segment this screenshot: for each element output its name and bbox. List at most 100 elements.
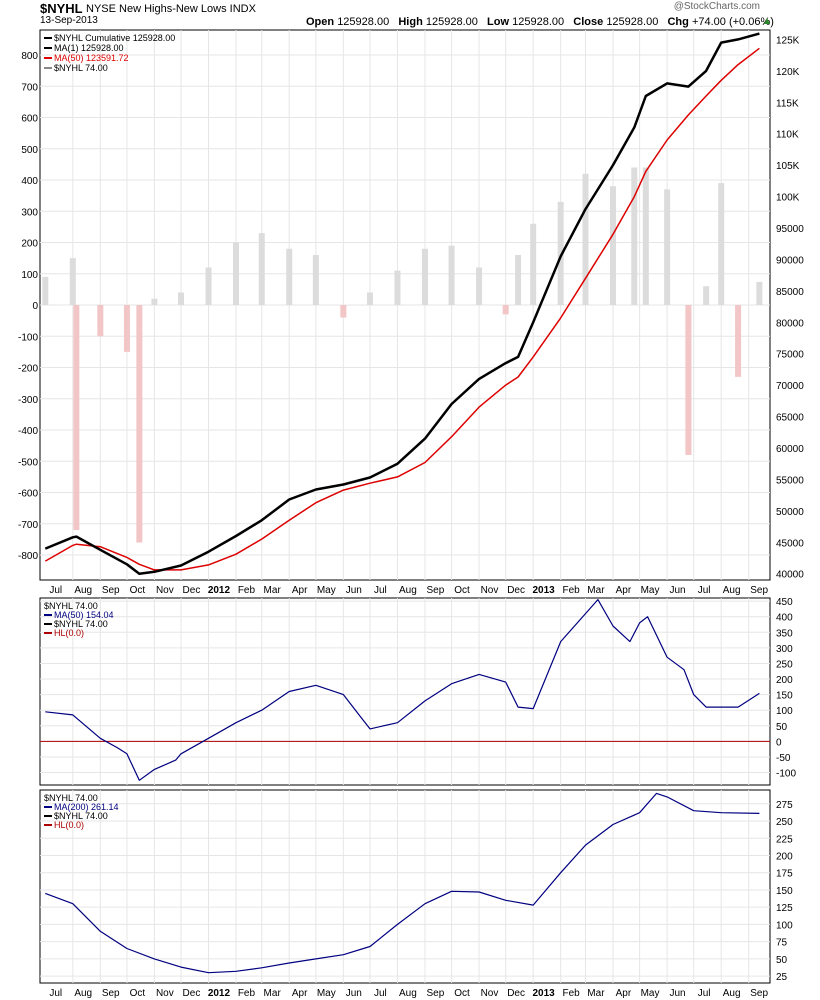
histogram-bar [136, 305, 143, 543]
panel-frame-bottom [39, 789, 771, 984]
x-tick-label: Aug [723, 988, 741, 999]
cumulative-line [44, 32, 760, 575]
histogram-bar [312, 255, 319, 305]
x-tick-label: Sep [426, 988, 444, 999]
right-tick-label: 125K [776, 35, 800, 46]
x-tick-label: Nov [481, 585, 499, 596]
x-tick-label: Feb [562, 988, 580, 999]
middle-tick-label: -100 [776, 769, 796, 780]
middle-tick-label: 250 [776, 659, 793, 670]
middle-tick-label: -50 [776, 753, 791, 764]
left-tick-label: 0 [32, 301, 38, 312]
histogram-bar [286, 248, 293, 305]
histogram-bar [233, 242, 240, 305]
middle-ma-line [45, 599, 760, 781]
histogram-bar [366, 292, 373, 305]
left-tick-label: -800 [18, 551, 38, 562]
x-tick-label: Aug [399, 988, 417, 999]
middle-tick-label: 350 [776, 628, 793, 639]
bottom-legend-entry: $NYHL 74.00 [44, 793, 98, 803]
x-tick-label: Jul [49, 988, 62, 999]
close-value: 125928.00 [606, 16, 659, 28]
chg-value: +74.00 (+0.06%) [691, 16, 774, 28]
left-tick-label: 100 [21, 270, 38, 281]
x-tick-label: 2013 [532, 585, 555, 596]
x-tick-label: Mar [264, 585, 282, 596]
x-tick-label: 2012 [208, 988, 231, 999]
x-tick-label: Mar [587, 585, 605, 596]
right-tick-label: 45000 [776, 538, 804, 549]
x-tick-label: Jul [49, 585, 62, 596]
histogram-bar [42, 276, 49, 305]
bottom-ma-line [45, 792, 760, 974]
x-tick-label: May [641, 988, 660, 999]
histogram-bar [448, 245, 455, 305]
left-tick-label: -700 [18, 520, 38, 531]
index-name-text: NYSE New Highs-New Lows [86, 3, 227, 15]
symbol-title: $NYHL [40, 1, 83, 16]
watermark: @StockCharts.com [673, 1, 760, 12]
histogram-bar [582, 173, 589, 305]
x-tick-label: 2012 [208, 585, 231, 596]
x-tick-label: Jul [698, 585, 711, 596]
x-tick-label: May [317, 988, 336, 999]
middle-tick-label: 0 [776, 737, 782, 748]
bottom-tick-label: 200 [776, 851, 793, 862]
high-value: 125928.00 [425, 16, 478, 28]
x-tick-label: Aug [74, 585, 92, 596]
x-tick-label: Sep [102, 585, 120, 596]
x-tick-label: Feb [238, 585, 256, 596]
right-tick-label: 60000 [776, 444, 804, 455]
legend-entry: $NYHL 74.00 [54, 63, 108, 73]
left-tick-label: 600 [21, 114, 38, 125]
chg-label: Chg [667, 16, 689, 28]
middle-legend-entry: MA(50) 154.04 [54, 610, 114, 620]
x-tick-label: Jun [669, 988, 685, 999]
x-tick-label: Dec [183, 988, 201, 999]
histogram-bar [756, 281, 763, 305]
bottom-tick-label: 50 [776, 955, 788, 966]
middle-tick-label: 200 [776, 675, 793, 686]
chart-date: 13-Sep-2013 [40, 15, 98, 26]
ma50-line [44, 47, 760, 571]
histogram-bar [123, 305, 130, 352]
left-tick-label: 800 [21, 51, 38, 62]
x-tick-label: Sep [426, 585, 444, 596]
left-tick-label: -500 [18, 457, 38, 468]
histogram-bar [69, 258, 76, 305]
histogram-bar [530, 223, 537, 305]
right-tick-label: 50000 [776, 507, 804, 518]
x-tick-label: May [641, 585, 660, 596]
histogram-bar [515, 255, 522, 305]
x-tick-label: Aug [399, 585, 417, 596]
bottom-legend-entry: HL(0.0) [54, 820, 84, 830]
legend-entry: MA(50) 123591.72 [54, 53, 129, 63]
x-tick-label: Apr [292, 988, 308, 999]
left-tick-label: 300 [21, 207, 38, 218]
right-tick-label: 115K [776, 98, 799, 109]
open-label: Open [306, 16, 335, 28]
panel-frame-middle [39, 597, 771, 786]
left-tick-label: -100 [18, 332, 38, 343]
up-triangle-icon: ▲ [762, 16, 772, 27]
middle-legend-entry: $NYHL 74.00 [54, 619, 108, 629]
right-tick-label: 90000 [776, 255, 804, 266]
left-tick-label: 400 [21, 176, 38, 187]
right-tick-label: 75000 [776, 350, 804, 361]
x-tick-label: Oct [130, 585, 146, 596]
x-tick-label: Jul [374, 988, 387, 999]
histogram-bar [151, 298, 158, 305]
right-tick-label: 110K [776, 130, 799, 141]
x-tick-label: Oct [454, 585, 470, 596]
histogram-bar [258, 233, 265, 305]
right-tick-label: 85000 [776, 287, 804, 298]
middle-tick-label: 100 [776, 706, 793, 717]
bottom-tick-label: 150 [776, 886, 793, 897]
legend-entry: MA(1) 125928.00 [54, 43, 124, 53]
right-tick-label: 55000 [776, 475, 804, 486]
low-label: Low [487, 16, 510, 28]
x-tick-label: Nov [156, 585, 174, 596]
middle-tick-label: 50 [776, 722, 788, 733]
middle-legend-entry: $NYHL 74.00 [44, 601, 98, 611]
x-tick-label: Dec [183, 585, 201, 596]
